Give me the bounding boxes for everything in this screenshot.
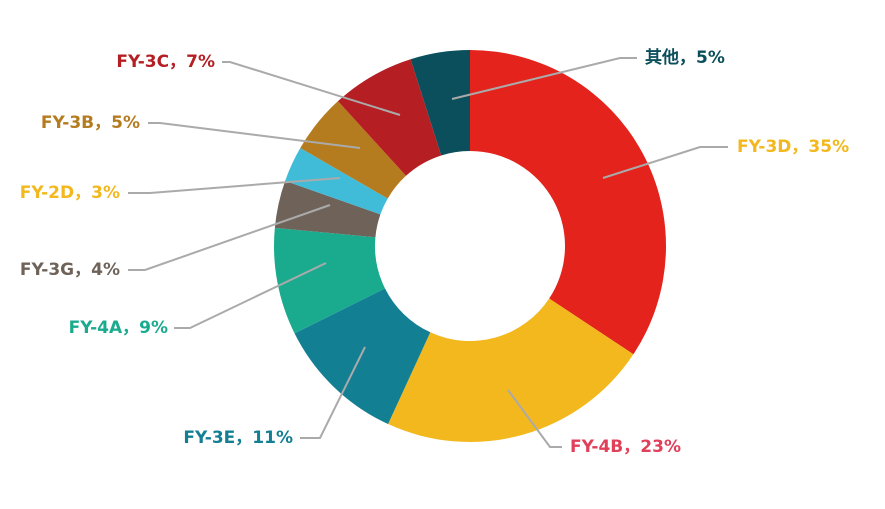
category-name: FY-3G: [20, 260, 74, 280]
leader-line: [128, 204, 331, 271]
separator: ，: [169, 52, 186, 72]
donut-slice: [410, 50, 470, 156]
donut-slice: [294, 288, 431, 425]
leader-line: [148, 122, 361, 149]
separator: ，: [679, 48, 696, 68]
leader-line: [451, 57, 637, 100]
value-label: 35%: [808, 137, 849, 157]
separator: ，: [623, 437, 640, 457]
category-name: FY-3C: [116, 52, 169, 72]
slice-label: FY-3C，7%: [116, 52, 215, 72]
category-name: FY-4A: [69, 318, 123, 338]
slice-label: FY-3E，11%: [183, 428, 293, 448]
category-name: FY-2D: [20, 183, 74, 203]
donut-slice: [337, 59, 442, 176]
category-name: FY-3E: [183, 428, 235, 448]
value-label: 5%: [696, 48, 725, 68]
slice-label: FY-2D，3%: [20, 183, 120, 203]
value-label: 11%: [252, 428, 293, 448]
leader-line: [222, 61, 401, 116]
leader-line: [174, 262, 327, 329]
value-label: 7%: [186, 52, 215, 72]
category-name: FY-4B: [570, 437, 623, 457]
separator: ，: [74, 260, 91, 280]
donut-slice: [274, 227, 385, 334]
slice-label: FY-4A，9%: [69, 318, 168, 338]
category-name: FY-3B: [41, 113, 94, 133]
separator: ，: [791, 137, 808, 157]
value-label: 23%: [640, 437, 681, 457]
leader-line: [602, 146, 728, 179]
value-label: 4%: [91, 260, 120, 280]
slice-label: 其他，5%: [645, 47, 725, 68]
value-label: 9%: [139, 318, 168, 338]
donut-slice: [285, 148, 388, 215]
value-label: 5%: [111, 113, 140, 133]
category-name: FY-3D: [737, 137, 791, 157]
donut-slice: [470, 50, 666, 355]
donut-slice: [300, 101, 406, 199]
category-name: 其他: [645, 47, 679, 68]
leader-line: [128, 177, 341, 194]
slice-label: FY-4B，23%: [570, 437, 681, 457]
separator: ，: [74, 183, 91, 203]
slice-label: FY-3D，35%: [737, 137, 849, 157]
separator: ，: [94, 113, 111, 133]
donut-slice: [388, 298, 634, 443]
donut-slice: [274, 180, 381, 238]
value-label: 3%: [91, 183, 120, 203]
separator: ，: [122, 318, 139, 338]
slice-label: FY-3G，4%: [20, 260, 120, 280]
leader-line: [300, 346, 366, 439]
leader-line: [507, 389, 562, 448]
separator: ，: [235, 428, 252, 448]
slice-label: FY-3B，5%: [41, 113, 140, 133]
